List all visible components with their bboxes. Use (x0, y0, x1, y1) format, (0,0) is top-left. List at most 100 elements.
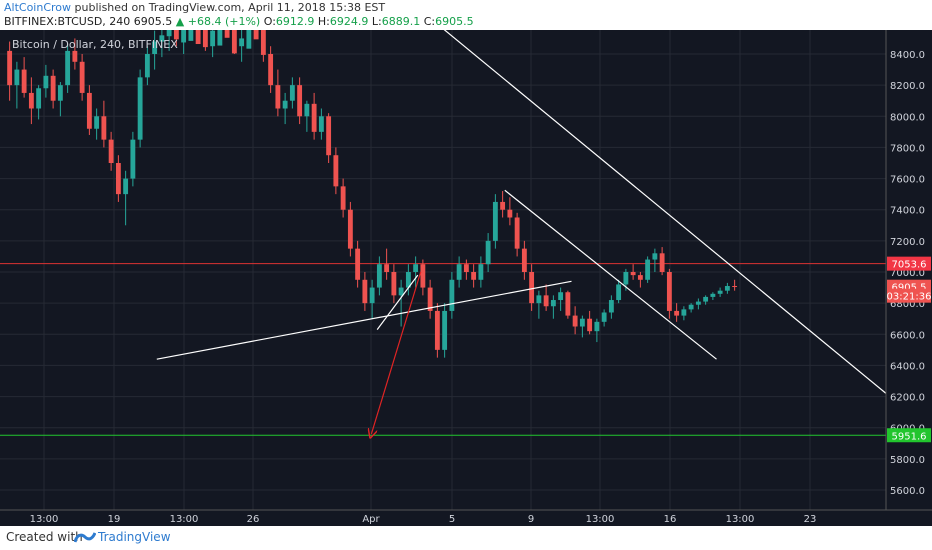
candle-body (630, 272, 636, 276)
price-tick-label: 5600.0 (890, 486, 925, 497)
trendline[interactable] (504, 189, 717, 360)
up-triangle-icon: ▲ (175, 15, 185, 28)
candle-body (666, 272, 672, 311)
candle-body (130, 139, 136, 179)
time-tick-label: 13:00 (170, 514, 199, 525)
time-tick-label: 13:00 (586, 514, 615, 525)
candle-body (123, 178, 129, 195)
candle-body (159, 35, 165, 42)
symbol: BITFINEX:BTCUSD, 240 (4, 15, 131, 28)
price-label-text: 7053.6 (892, 260, 927, 271)
time-tick-label: 13:00 (30, 514, 59, 525)
candle-body (144, 54, 150, 78)
candle-body (14, 69, 20, 86)
candle-body (681, 309, 687, 316)
time-ticks: 13:00 19 13:00 26 Apr 5 9 13:00 16 13:00 23 (30, 514, 817, 525)
candle-body (710, 293, 716, 297)
candle-body (231, 30, 237, 54)
candles (7, 30, 738, 358)
candle-body (318, 116, 324, 132)
trendline[interactable] (156, 280, 572, 360)
candle-body (652, 253, 658, 260)
candle-body (36, 88, 42, 109)
candle-body (50, 75, 56, 101)
price-tick-label: 7400.0 (890, 206, 925, 217)
candle-body (152, 41, 158, 54)
candle-body (601, 312, 607, 322)
candle-body (188, 30, 194, 41)
candle-body (362, 279, 368, 304)
candle-body (217, 30, 223, 46)
price-tick-label: 6800.0 (890, 299, 925, 310)
candle-body (65, 50, 71, 86)
candle-body (724, 286, 730, 291)
candle-body (471, 272, 477, 280)
candle-body (558, 292, 564, 301)
candle-body (637, 275, 643, 280)
candle-body (297, 85, 303, 117)
footer: Created with TradingView (0, 526, 932, 550)
candle-body (246, 30, 252, 49)
time-tick-label: 5 (449, 514, 455, 525)
candle-body (645, 259, 651, 280)
candle-body (616, 284, 622, 301)
publish-info: AltCoinCrow published on TradingView.com… (4, 1, 385, 14)
candle-body (703, 296, 709, 302)
chart-title: Bitcoin / Dollar, 240, BITFINEX (12, 38, 178, 51)
candle-body (275, 85, 281, 109)
price-tick-label: 6200.0 (890, 393, 925, 404)
candle-body (195, 30, 201, 45)
candle-body (572, 315, 578, 327)
target-arrow[interactable] (371, 271, 422, 434)
price-tick-label: 6400.0 (890, 361, 925, 372)
time-tick-label: 9 (528, 514, 534, 525)
candle-body (536, 295, 542, 304)
candle-body (311, 103, 317, 132)
author-link[interactable]: AltCoinCrow (4, 1, 72, 14)
candle-body (43, 75, 49, 89)
candle-body (391, 272, 397, 296)
candle-body (326, 116, 332, 156)
candle-body (529, 272, 535, 304)
candle-body (550, 300, 556, 307)
candle-body (405, 272, 411, 288)
trendline[interactable] (376, 274, 419, 330)
price-label-box (887, 256, 931, 271)
candle-body (456, 264, 462, 280)
candle-body (463, 264, 469, 272)
candle-body (565, 292, 571, 316)
price-tick-label: 7800.0 (890, 143, 925, 154)
candle-body (485, 240, 491, 265)
price-chart[interactable]: 5600.05800.06000.06200.06400.06600.06800… (0, 30, 932, 526)
candle-body (500, 201, 506, 210)
open-label: O: (263, 15, 276, 28)
candle-body (608, 300, 614, 313)
tradingview-link[interactable]: TradingView (98, 530, 171, 544)
price-tick-label: 7600.0 (890, 175, 925, 186)
price-tick-label: 7000.0 (890, 268, 925, 279)
tradingview-logo-icon[interactable] (73, 531, 97, 546)
drawings (156, 30, 906, 434)
price-tick-label: 5800.0 (890, 455, 925, 466)
candle-body (181, 30, 187, 43)
time-tick-label: 16 (664, 514, 677, 525)
candle-body (79, 61, 85, 93)
price-label-text: 6905.5 (892, 283, 927, 294)
time-tick-label: 13:00 (726, 514, 755, 525)
candle-body (224, 30, 230, 38)
candle-body (289, 85, 295, 101)
price-tick-label: 8200.0 (890, 81, 925, 92)
candle-body (543, 295, 549, 307)
candle-body (674, 310, 680, 316)
candle-body (587, 318, 593, 332)
candle-body (210, 30, 216, 47)
high-value: 6924.9 (329, 15, 369, 28)
candle-body (398, 287, 404, 296)
open-value: 6912.9 (275, 15, 315, 28)
candle-body (57, 85, 63, 101)
close-value: 6905.5 (435, 15, 474, 28)
price-label-box (887, 288, 931, 303)
created-with-text: Created with (6, 530, 83, 544)
price-label-text: 03:21:36 (887, 292, 932, 303)
trendline[interactable] (383, 30, 906, 410)
